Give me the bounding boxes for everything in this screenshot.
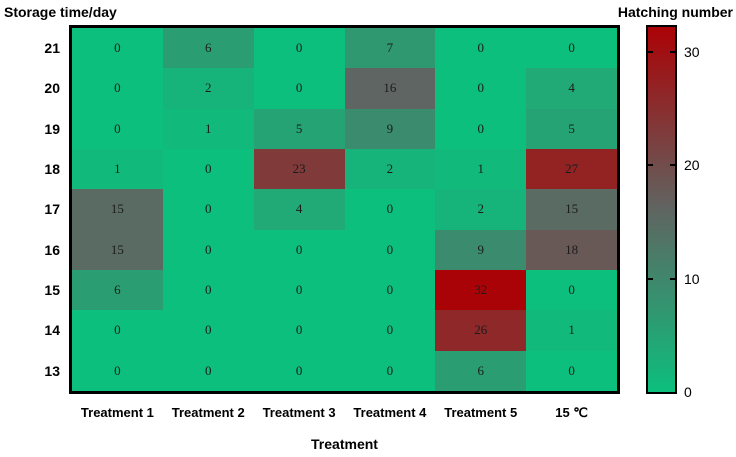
heatmap-cell: 6 — [162, 28, 254, 69]
heatmap-cell: 15 — [526, 189, 617, 230]
heatmap-cell: 9 — [435, 229, 527, 270]
heatmap-cell: 32 — [435, 269, 527, 311]
heatmap-grid: 0 6 0 7 0 0 0 2 0 16 0 4 0 1 5 9 0 5 1 0 23 2 1 27 15 0 4 0 2 15 15 0 0 0… — [72, 28, 617, 391]
colorbar-tick-label: 30 — [684, 43, 700, 60]
heatmap-cell: 26 — [435, 310, 527, 351]
heatmap-cell: 16 — [344, 68, 436, 109]
heatmap-cell: 2 — [344, 148, 436, 190]
y-axis-title: Storage time/day — [4, 4, 117, 20]
heatmap-cell: 0 — [435, 108, 527, 149]
heatmap-cell: 0 — [162, 189, 254, 230]
heatmap-cell: 0 — [344, 350, 436, 391]
heatmap-cell: 0 — [344, 310, 436, 351]
y-tick-label: 17 — [44, 201, 60, 218]
heatmap-cell: 6 — [435, 350, 527, 391]
x-tick-label: Treatment 3 — [262, 405, 336, 420]
heatmap-cell: 1 — [162, 108, 254, 149]
heatmap-cell: 0 — [253, 68, 345, 109]
colorbar-title: Hatching number — [617, 4, 733, 20]
heatmap-cell: 0 — [253, 269, 345, 311]
heatmap-cell: 0 — [72, 68, 163, 109]
y-tick-label: 21 — [44, 40, 60, 57]
y-axis-tick-labels: 21 20 19 18 17 16 15 14 13 — [0, 28, 60, 391]
heatmap-cell: 0 — [344, 269, 436, 311]
heatmap-cell: 0 — [526, 269, 617, 311]
y-tick-label: 18 — [44, 161, 60, 178]
heatmap-cell: 0 — [162, 350, 254, 391]
heatmap-cell: 2 — [162, 68, 254, 109]
heatmap-cell: 0 — [526, 350, 617, 391]
heatmap-cell: 0 — [162, 310, 254, 351]
heatmap-cell: 15 — [72, 229, 163, 270]
heatmap-cell: 18 — [526, 229, 617, 270]
heatmap-cell: 1 — [435, 148, 527, 190]
x-tick-label: Treatment 1 — [80, 405, 154, 420]
heatmap-cell: 0 — [162, 269, 254, 311]
heatmap-cell: 0 — [344, 189, 436, 230]
colorbar-tick — [670, 50, 675, 53]
y-tick-label: 19 — [44, 120, 60, 137]
colorbar-tick-label: 10 — [684, 270, 700, 287]
heatmap-cell: 27 — [526, 148, 617, 190]
heatmap-cell: 23 — [253, 148, 345, 190]
heatmap-plot-area: 0 6 0 7 0 0 0 2 0 16 0 4 0 1 5 9 0 5 1 0 23 2 1 27 15 0 4 0 2 15 15 0 0 0… — [69, 25, 620, 394]
heatmap-cell: 0 — [526, 28, 617, 69]
colorbar — [646, 25, 677, 394]
y-tick-label: 14 — [44, 322, 60, 339]
y-tick-label: 13 — [44, 362, 60, 379]
x-axis-tick-labels: Treatment 1 Treatment 2 Treatment 3 Treatme… — [72, 405, 617, 421]
y-tick-label: 15 — [44, 282, 60, 299]
x-tick-label: Treatment 4 — [353, 405, 427, 420]
heatmap-cell: 0 — [162, 229, 254, 270]
heatmap-cell: 0 — [344, 229, 436, 270]
heatmap-cell: 0 — [72, 108, 163, 149]
heatmap-cell: 5 — [526, 108, 617, 149]
y-tick-label: 16 — [44, 241, 60, 258]
colorbar-tick — [670, 277, 675, 280]
colorbar-tick — [648, 50, 653, 53]
x-tick-label: 15 ℃ — [555, 405, 588, 420]
heatmap-cell: 2 — [435, 189, 527, 230]
heatmap-cell: 0 — [72, 28, 163, 69]
heatmap-cell: 1 — [526, 310, 617, 351]
colorbar-tick — [648, 277, 653, 280]
heatmap-cell: 0 — [435, 28, 527, 69]
heatmap-cell: 0 — [253, 350, 345, 391]
x-tick-label: Treatment 2 — [171, 405, 245, 420]
heatmap-cell: 5 — [253, 108, 345, 149]
colorbar-tick — [648, 164, 653, 167]
heatmap-cell: 9 — [344, 108, 436, 149]
heatmap-cell: 4 — [253, 189, 345, 230]
x-tick-label: Treatment 5 — [444, 405, 518, 420]
colorbar-tick — [670, 164, 675, 167]
heatmap-cell: 15 — [72, 189, 163, 230]
heatmap-cell: 0 — [435, 68, 527, 109]
heatmap-cell: 1 — [72, 148, 163, 190]
heatmap-cell: 0 — [253, 28, 345, 69]
colorbar-tick-label: 0 — [684, 384, 692, 400]
heatmap-cell: 6 — [72, 269, 163, 311]
heatmap-cell: 4 — [526, 68, 617, 109]
heatmap-cell: 0 — [253, 229, 345, 270]
heatmap-cell: 0 — [72, 350, 163, 391]
heatmap-cell: 7 — [344, 28, 436, 69]
x-axis-title: Treatment — [311, 436, 378, 452]
heatmap-cell: 0 — [253, 310, 345, 351]
y-tick-label: 20 — [44, 80, 60, 97]
heatmap-cell: 0 — [72, 310, 163, 351]
heatmap-cell: 0 — [162, 148, 254, 190]
colorbar-tick-label: 20 — [684, 157, 700, 174]
